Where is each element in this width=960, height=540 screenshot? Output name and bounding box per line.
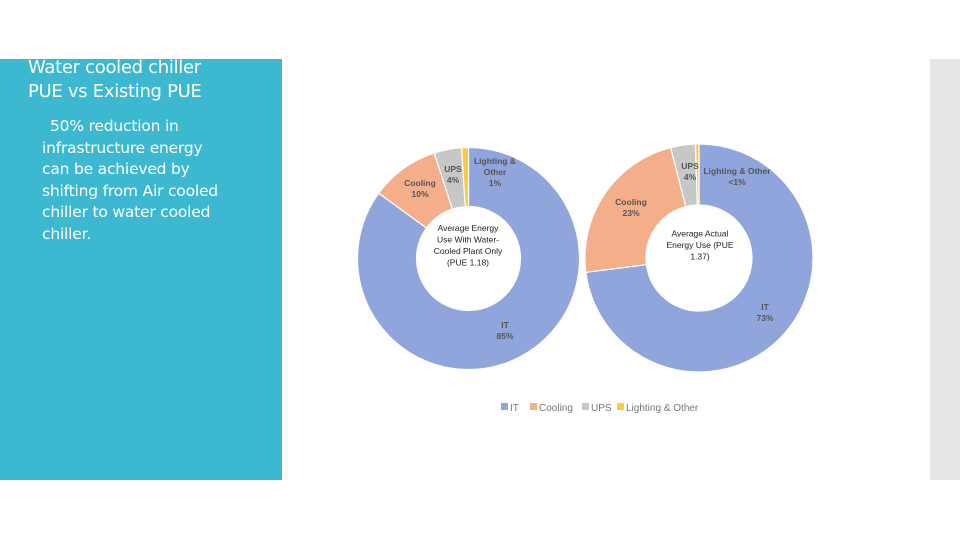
- slice-label-line: 10%: [411, 189, 428, 199]
- slice-label-cooling: Cooling 10%: [404, 178, 436, 199]
- center-label-line: Energy Use (PUE: [666, 240, 733, 250]
- donut-chart-actual: IT 73%Cooling 23%UPS 4%Lighting & Other <1%A…: [584, 143, 814, 373]
- bullet-text: 50% reduction in infrastructure energy c…: [42, 116, 272, 246]
- slice-label-it: IT 85%: [496, 320, 513, 341]
- title-line: Water cooled chiller: [28, 57, 201, 78]
- slice-label-line: Lighting &: [474, 156, 516, 166]
- slice-label-it: IT 73%: [756, 302, 773, 323]
- legend-label-lighting-and-other: Lighting & Other: [626, 403, 699, 414]
- bullet-line: shifting from Air cooled: [42, 181, 218, 200]
- slice-label-line: Other: [484, 167, 507, 177]
- slice-cooling: [584, 146, 687, 273]
- slide-title: Water cooled chiller PUE vs Existing PUE: [28, 56, 268, 104]
- slice-label-line: Cooling: [404, 178, 436, 188]
- legend-swatch-cooling: [530, 403, 537, 410]
- chart-legend: IT Cooling UPS Lighting & Other: [501, 403, 699, 414]
- donut-chart-water-cooled: IT 85% Cooling 10% UPS 4% Lighting & Other 1% Ave…: [356, 146, 581, 371]
- center-label-line: Use With Water-: [437, 234, 499, 244]
- slice-label-line: Cooling: [615, 197, 647, 207]
- slice-label-line: 85%: [496, 331, 513, 341]
- center-label-line: (PUE 1.18): [447, 257, 489, 267]
- slice-label-line: <1%: [728, 177, 746, 187]
- bullet-line: chiller to water cooled: [42, 203, 211, 222]
- slice-label-line: 1%: [489, 178, 502, 188]
- slice-it: [356, 146, 581, 371]
- slice-lighting-and-other: [694, 143, 700, 206]
- slice-label-line: 73%: [756, 313, 773, 323]
- legend-label-ups: UPS: [591, 403, 612, 414]
- slice-label-line: UPS: [444, 164, 462, 174]
- slice-label-ups: UPS 4%: [681, 161, 699, 182]
- legend-swatch-lighting-and-other: [617, 403, 624, 410]
- center-label-line: 1.37): [690, 252, 710, 262]
- bullet-line: 50% reduction in: [50, 117, 179, 135]
- slice-lighting-and-other: [460, 146, 470, 208]
- slice-label-line: IT: [761, 302, 769, 312]
- scrollbar[interactable]: [930, 59, 960, 480]
- slice-it: [585, 143, 814, 373]
- bullet-line: can be achieved by: [42, 160, 190, 179]
- center-label: Average Actual Energy Use (PUE 1.37): [666, 229, 733, 262]
- slice-label-line: 4%: [684, 172, 697, 182]
- center-label-line: Cooled Plant Only: [434, 246, 503, 256]
- slice-label-ups: UPS 4%: [444, 164, 462, 185]
- legend-swatch-it: [501, 403, 508, 410]
- slice-label-line: 23%: [622, 208, 639, 218]
- legend-label-it: IT: [510, 403, 519, 414]
- slice-label-line: Lighting & Other: [703, 166, 771, 176]
- legend-swatch-ups: [582, 403, 589, 410]
- slice-label-line: 4%: [447, 175, 460, 185]
- slice-label-lighting-and-other: Lighting & Other <1%: [703, 166, 771, 187]
- slice-label-line: IT: [501, 320, 509, 330]
- text-panel: [0, 59, 282, 480]
- title-line: PUE vs Existing PUE: [28, 81, 202, 102]
- center-label-line: Average Energy: [438, 223, 500, 233]
- center-label: Average Energy Use With Water- Cooled Plan…: [434, 223, 503, 268]
- slice-label-lighting-and-other: Lighting & Other 1%: [474, 156, 516, 188]
- slice-label-line: UPS: [681, 161, 699, 171]
- center-label-line: Average Actual: [671, 229, 728, 239]
- bullet-line: chiller.: [42, 224, 92, 243]
- legend-label-cooling: Cooling: [539, 403, 573, 414]
- slice-label-cooling: Cooling 23%: [615, 197, 647, 218]
- bullet-line: infrastructure energy: [42, 138, 203, 157]
